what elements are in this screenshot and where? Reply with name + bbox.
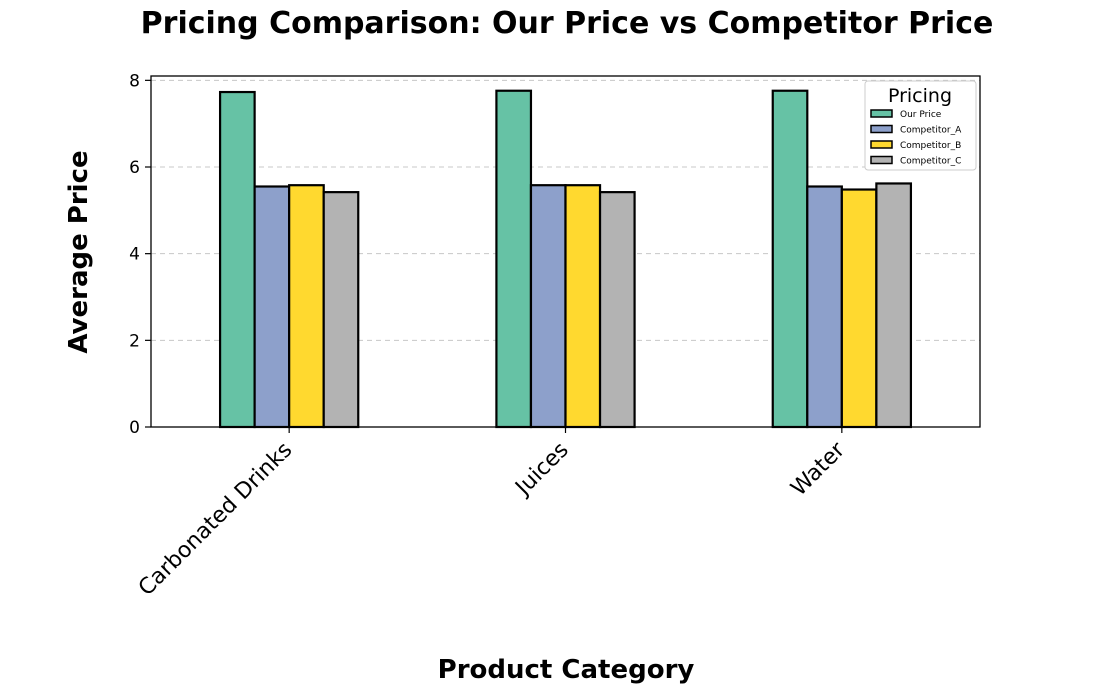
y-tick-label: 6 — [129, 158, 140, 178]
legend-swatch — [870, 109, 893, 118]
x-tick-label: Juices — [510, 438, 574, 502]
x-axis-ticks: Carbonated Drinks Juices Water — [134, 427, 851, 601]
bar-competitor-b-juices — [564, 184, 602, 429]
legend-label: Competitor_C — [900, 157, 961, 167]
y-tick-label: 0 — [129, 418, 140, 438]
y-tick-label: 2 — [129, 331, 140, 351]
legend-items: Our Price Competitor_A Competitor_B Competi… — [870, 109, 962, 167]
y-axis-label: Average Price — [64, 150, 94, 353]
bar-our-price-juices — [495, 89, 533, 429]
legend-swatch — [870, 140, 893, 149]
legend-swatch — [870, 124, 893, 134]
legend: Pricing Our Price Competitor_A Competitor_… — [864, 80, 977, 171]
chart-title: Pricing Comparison: Our Price vs Competi… — [141, 6, 994, 41]
x-tick-label: Carbonated Drinks — [134, 438, 297, 601]
bar-competitor-a-water — [806, 185, 843, 429]
bar-competitor-c-carbonated-drinks — [322, 191, 360, 429]
x-axis-label: Product Category — [438, 655, 695, 685]
bars — [218, 89, 913, 429]
bar-competitor-a-juices — [529, 184, 567, 429]
legend-label: Competitor_A — [900, 126, 962, 136]
bar-competitor-c-water — [875, 182, 913, 429]
x-tick-label: Water — [786, 437, 850, 501]
bar-competitor-c-juices — [598, 191, 636, 429]
bar-competitor-a-carbonated-drinks — [253, 185, 291, 429]
legend-swatch — [870, 155, 893, 165]
legend-label: Competitor_B — [900, 141, 961, 151]
bar-our-price-water — [771, 89, 809, 429]
y-tick-label: 8 — [129, 71, 140, 91]
y-axis-ticks: 0 2 4 6 8 — [129, 71, 151, 438]
legend-title: Pricing — [888, 85, 952, 107]
bar-competitor-b-carbonated-drinks — [288, 184, 325, 429]
legend-label: Our Price — [900, 110, 942, 120]
bar-competitor-b-water — [840, 188, 878, 429]
y-tick-label: 4 — [129, 245, 140, 265]
bar-our-price-carbonated-drinks — [218, 90, 256, 429]
